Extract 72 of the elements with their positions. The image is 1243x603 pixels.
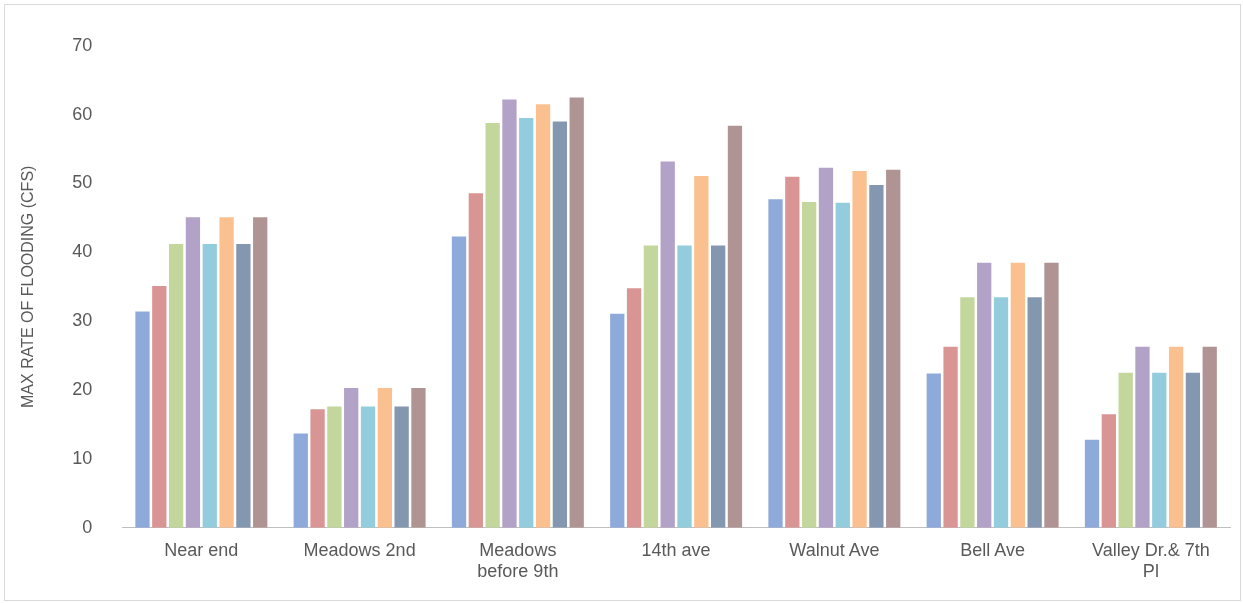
bar <box>785 176 800 528</box>
bar <box>711 245 726 528</box>
x-tick-label: Meadows 2nd <box>303 539 416 560</box>
bar <box>1135 346 1150 528</box>
x-tick-label: Near end <box>164 539 239 560</box>
bar <box>660 161 675 528</box>
bar <box>610 313 625 528</box>
bar <box>768 199 783 528</box>
bar <box>869 184 884 528</box>
bar <box>202 244 217 528</box>
bar <box>960 297 975 528</box>
bar <box>377 388 392 528</box>
y-tick-label: 40 <box>72 241 93 262</box>
bar <box>727 125 743 528</box>
bar <box>1010 262 1025 528</box>
bar <box>236 244 251 528</box>
bar <box>943 346 958 528</box>
bar <box>293 433 308 528</box>
bar <box>535 104 551 528</box>
bar <box>1084 439 1100 528</box>
bar <box>1044 262 1059 528</box>
bar <box>835 202 850 528</box>
bar <box>1152 372 1167 528</box>
bar <box>643 245 659 528</box>
y-tick-label: 70 <box>72 34 93 55</box>
x-tick-label: Valley Dr.& 7th Pl <box>1092 539 1210 582</box>
y-tick-label: 30 <box>72 310 93 331</box>
bar <box>993 297 1009 528</box>
x-tick-label: Bell Ave <box>960 539 1025 560</box>
bar <box>1168 346 1184 528</box>
bar <box>327 406 342 528</box>
bar <box>852 171 867 528</box>
bar <box>152 286 167 528</box>
bar <box>886 169 901 528</box>
bar <box>926 373 941 528</box>
bar <box>1118 372 1133 528</box>
bar <box>1027 297 1042 528</box>
bar <box>519 118 534 528</box>
bar <box>677 245 692 528</box>
bar <box>485 122 500 528</box>
y-tick-label: 10 <box>72 447 93 468</box>
bar <box>310 409 325 528</box>
bar <box>626 288 642 528</box>
bar <box>135 311 150 528</box>
bar <box>185 217 201 528</box>
bar <box>468 193 483 528</box>
bar <box>344 388 359 528</box>
bar <box>569 97 584 528</box>
bar <box>1185 372 1201 528</box>
bar <box>411 388 426 528</box>
bar <box>1101 414 1116 528</box>
bar <box>219 217 234 528</box>
x-tick-label: Meadows before 9th <box>477 539 559 582</box>
y-tick-label: 50 <box>72 172 93 193</box>
bar <box>694 175 709 528</box>
x-tick-label: 14th ave <box>641 539 711 560</box>
bar <box>552 121 568 528</box>
bar <box>802 202 817 528</box>
bar <box>360 406 376 528</box>
bar <box>818 167 834 528</box>
bar <box>502 99 517 528</box>
bar <box>168 244 184 528</box>
y-tick-label: 60 <box>72 103 93 124</box>
bar <box>451 236 467 528</box>
y-tick-label: 20 <box>72 379 93 400</box>
y-axis-title: MAX RATE OF FLOODING (CFS) <box>19 165 37 408</box>
y-tick-label: 0 <box>82 516 93 537</box>
bar <box>253 217 268 528</box>
x-tick-label: Walnut Ave <box>789 539 880 560</box>
bar <box>1202 346 1217 528</box>
bar <box>394 406 409 528</box>
bar <box>977 262 992 528</box>
